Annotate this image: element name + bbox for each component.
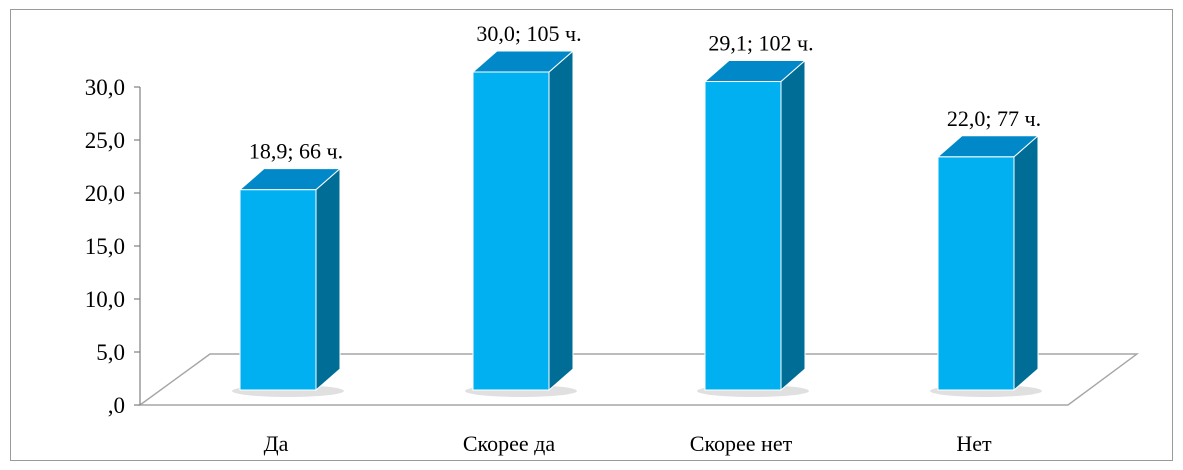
bar-2 — [465, 49, 577, 397]
bar-4 — [930, 134, 1042, 397]
chart-frame: ,0 5,0 10,0 15,0 20,0 25,0 30,0 18,9; 66 ч. Да 3… — [10, 9, 1173, 461]
y-tick-label: 30,0 — [85, 75, 125, 100]
y-tick-label: 25,0 — [85, 128, 125, 153]
bar-top — [936, 135, 1040, 158]
bar-side — [780, 59, 806, 392]
bar-1 — [232, 167, 344, 397]
y-tick-label: ,0 — [108, 393, 125, 418]
y-tick-label: 10,0 — [85, 287, 125, 312]
y-tick-label: 15,0 — [85, 234, 125, 259]
category-label: Нет — [956, 431, 992, 456]
bar-top — [238, 168, 342, 191]
category-label: Да — [264, 431, 289, 456]
bar-side — [1013, 134, 1039, 392]
bar-front — [472, 71, 550, 391]
category-label: Скорее нет — [690, 431, 793, 456]
y-tick-label: 5,0 — [96, 340, 125, 365]
y-tick-label: 20,0 — [85, 181, 125, 206]
data-label: 30,0; 105 ч. — [476, 21, 581, 46]
bar-top — [471, 50, 575, 73]
bar-chart: ,0 5,0 10,0 15,0 20,0 25,0 30,0 18,9; 66 ч. Да 3… — [85, 21, 1140, 456]
data-label: 18,9; 66 ч. — [249, 139, 343, 164]
bar-3 — [697, 59, 809, 397]
bar-side — [315, 167, 341, 392]
chart-floor — [137, 353, 1140, 406]
bars — [232, 49, 1042, 397]
labels: 18,9; 66 ч. Да 30,0; 105 ч. Скорее да 29,1; … — [249, 21, 1041, 456]
data-label: 29,1; 102 ч. — [708, 31, 813, 56]
bar-top — [703, 60, 807, 83]
bar-front — [937, 156, 1015, 391]
data-label: 22,0; 77 ч. — [947, 106, 1041, 131]
y-axis: ,0 5,0 10,0 15,0 20,0 25,0 30,0 — [85, 75, 141, 418]
bar-front — [239, 189, 317, 391]
bar-side — [548, 49, 574, 392]
bar-front — [704, 81, 782, 391]
category-label: Скорее да — [463, 431, 555, 456]
chart-floor-outline — [137, 353, 1140, 406]
